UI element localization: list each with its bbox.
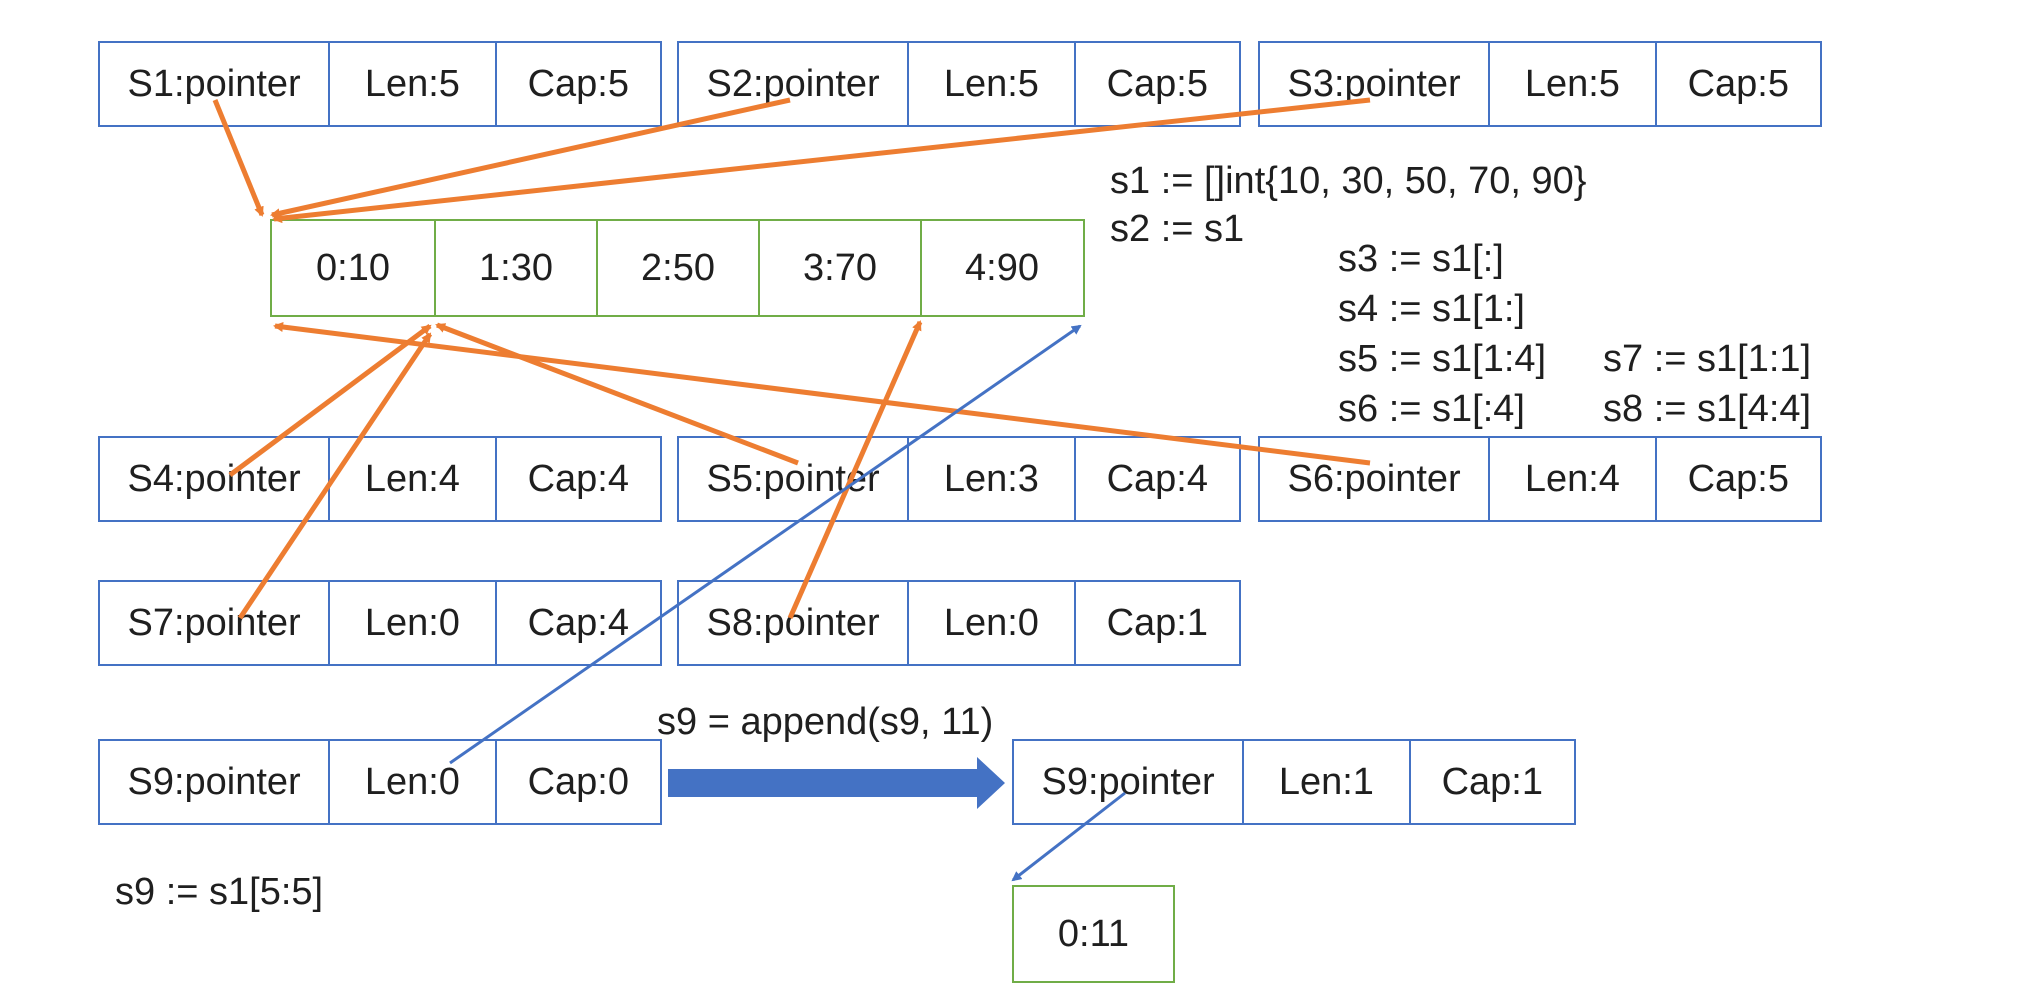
slice-header-s2: S2:pointer Len:5 Cap:5 [677, 41, 1241, 127]
slice-header-s9: S9:pointer Len:0 Cap:0 [98, 739, 662, 825]
s6-pointer-cell: S6:pointer [1287, 457, 1461, 500]
s6-len-cell: Len:4 [1488, 438, 1654, 520]
s9-len-cell: Len:0 [328, 741, 494, 823]
slice-header-s3: S3:pointer Len:5 Cap:5 [1258, 41, 1822, 127]
s2-cap-cell: Cap:5 [1073, 43, 1239, 125]
s4-len-cell: Len:4 [328, 438, 494, 520]
new-array-element-0: 0:11 [1057, 912, 1130, 955]
slice-header-s9-after-append: S9:pointer Len:1 Cap:1 [1012, 739, 1576, 825]
slice-header-s7: S7:pointer Len:0 Cap:4 [98, 580, 662, 666]
code-s1: s1 := []int{10, 30, 50, 70, 90} [1110, 160, 1587, 202]
s1-len-cell: Len:5 [328, 43, 494, 125]
code-s3: s3 := s1[:] [1338, 238, 1504, 280]
code-s6: s6 := s1[:4] [1338, 388, 1525, 430]
arrow-s1-to-elem0 [212, 99, 265, 217]
code-s4: s4 := s1[1:] [1338, 288, 1525, 330]
s1-cap-cell: Cap:5 [494, 43, 660, 125]
arrow-s3-to-elem0 [272, 97, 1371, 224]
slice-header-s4: S4:pointer Len:4 Cap:4 [98, 436, 662, 522]
s4-pointer-cell: S4:pointer [127, 457, 301, 500]
arrow-s8-to-elem4 [787, 320, 923, 620]
slice-header-s1: S1:pointer Len:5 Cap:5 [98, 41, 662, 127]
s2-pointer-cell: S2:pointer [706, 62, 880, 105]
s8-len-cell: Len:0 [907, 582, 1073, 664]
code-append: s9 = append(s9, 11) [657, 701, 994, 743]
array-element-3: 3:70 [758, 221, 920, 315]
code-s8: s8 := s1[4:4] [1603, 388, 1812, 430]
array-element-1: 1:30 [434, 221, 596, 315]
arrow-s5-to-elem1 [435, 322, 799, 466]
s9-new-pointer-cell: S9:pointer [1041, 760, 1215, 803]
new-array: 0:11 [1012, 885, 1175, 983]
s7-len-cell: Len:0 [328, 582, 494, 664]
s6-cap-cell: Cap:5 [1654, 438, 1820, 520]
slice-header-s8: S8:pointer Len:0 Cap:1 [677, 580, 1241, 666]
s4-cap-cell: Cap:4 [494, 438, 660, 520]
s9-new-len-cell: Len:1 [1242, 741, 1408, 823]
arrow-s9-to-array-end [449, 324, 1082, 765]
code-s2: s2 := s1 [1110, 208, 1245, 250]
s9-cap-cell: Cap:0 [494, 741, 660, 823]
s9-new-cap-cell: Cap:1 [1408, 741, 1574, 823]
code-s7: s7 := s1[1:1] [1603, 338, 1812, 380]
s3-cap-cell: Cap:5 [1654, 43, 1820, 125]
arrow-s2-to-elem0 [270, 97, 791, 219]
s3-pointer-cell: S3:pointer [1287, 62, 1461, 105]
s5-cap-cell: Cap:4 [1073, 438, 1239, 520]
code-s5: s5 := s1[1:4] [1338, 338, 1547, 380]
s7-cap-cell: Cap:4 [494, 582, 660, 664]
slice-header-s6: S6:pointer Len:4 Cap:5 [1258, 436, 1822, 522]
array-element-2: 2:50 [596, 221, 758, 315]
s9-pointer-cell: S9:pointer [127, 760, 301, 803]
arrow-s9-new-to-new-array [1011, 791, 1126, 882]
arrow-s4-to-elem1 [228, 323, 432, 478]
arrow-s6-to-elem0 [273, 322, 1371, 466]
s8-cap-cell: Cap:1 [1073, 582, 1239, 664]
array-element-0: 0:10 [316, 246, 390, 289]
backing-array: 0:10 1:30 2:50 3:70 4:90 [270, 219, 1085, 317]
s7-pointer-cell: S7:pointer [127, 601, 301, 644]
s3-len-cell: Len:5 [1488, 43, 1654, 125]
s5-len-cell: Len:3 [907, 438, 1073, 520]
arrow-s7-to-elem1 [237, 332, 433, 620]
s2-len-cell: Len:5 [907, 43, 1073, 125]
array-element-4: 4:90 [920, 221, 1082, 315]
s1-pointer-cell: S1:pointer [127, 62, 301, 105]
code-s9: s9 := s1[5:5] [115, 871, 324, 913]
append-transform-arrow [668, 757, 1005, 809]
